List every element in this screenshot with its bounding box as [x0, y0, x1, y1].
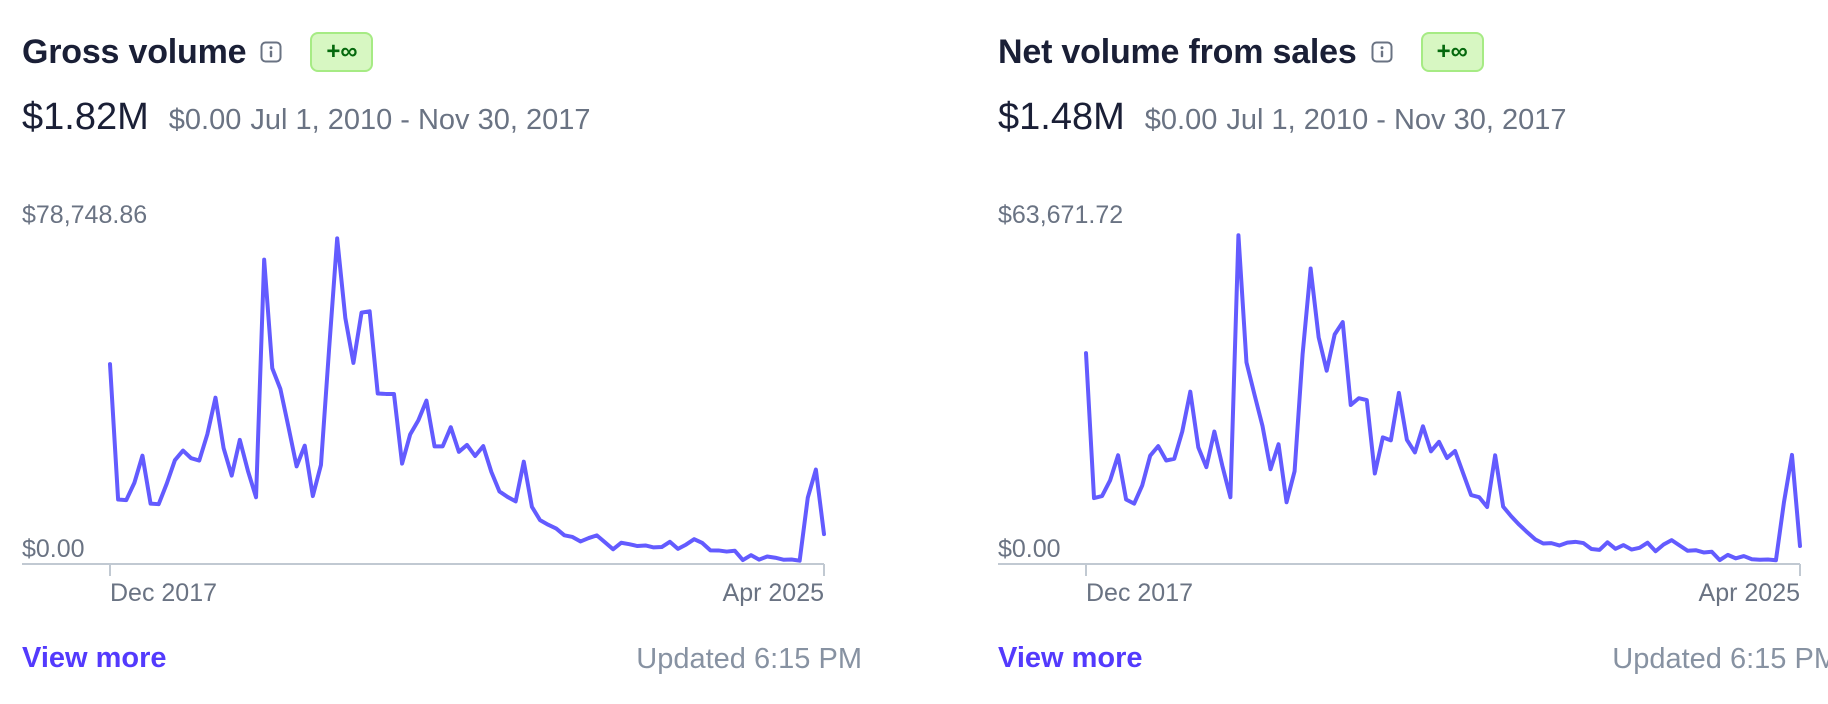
y-tick-label-min: $0.00 — [22, 535, 85, 563]
total-value: $1.48M — [998, 96, 1125, 138]
series-line[interactable] — [1084, 233, 1802, 563]
x-tick-label: Dec 2017 — [1086, 579, 1193, 607]
x-tick-label: Apr 2025 — [1699, 579, 1800, 607]
updated-timestamp: Updated 6:15 PM — [1612, 643, 1828, 675]
total-value: $1.82M — [22, 96, 149, 138]
info-icon[interactable] — [1371, 41, 1393, 63]
view-more-link[interactable]: View more — [22, 642, 167, 674]
y-tick-label-max: $78,748.86 — [22, 201, 147, 229]
change-badge: +∞ — [1420, 32, 1484, 72]
card-header: Net volume from sales +∞ — [998, 28, 1484, 76]
card-title[interactable]: Net volume from sales — [998, 32, 1357, 71]
x-tick-label: Dec 2017 — [110, 579, 217, 607]
view-more-link[interactable]: View more — [998, 642, 1143, 674]
net-volume-chart[interactable]: $0.00 $63,671.72 Dec 2017 Apr 2025 — [998, 190, 1828, 620]
gross-volume-chart[interactable]: $0.00 $78,748.86 Dec 2017 Apr 2025 — [22, 190, 862, 620]
info-icon[interactable] — [260, 41, 282, 63]
comparison-range: Jul 1, 2010 - Nov 30, 2017 — [250, 104, 591, 136]
comparison: $0.00 Jul 1, 2010 - Nov 30, 2017 — [169, 104, 591, 137]
comparison-value: $0.00 — [168, 104, 242, 136]
x-tick-label: Apr 2025 — [723, 579, 824, 607]
comparison-range: Jul 1, 2010 - Nov 30, 2017 — [1226, 104, 1567, 136]
card-header: Gross volume +∞ — [22, 28, 374, 76]
comparison-value: $0.00 — [1144, 104, 1218, 136]
comparison: $0.00 Jul 1, 2010 - Nov 30, 2017 — [1145, 104, 1567, 137]
summary-values: $1.48M $0.00 Jul 1, 2010 - Nov 30, 2017 — [998, 96, 1567, 139]
series-line[interactable] — [108, 236, 826, 563]
net-volume-card: Net volume from sales +∞ $1.48M $0.00 Jul… — [998, 0, 1828, 704]
summary-values: $1.82M $0.00 Jul 1, 2010 - Nov 30, 2017 — [22, 96, 591, 139]
y-tick-label-min: $0.00 — [998, 535, 1061, 563]
y-tick-label-max: $63,671.72 — [998, 201, 1123, 229]
updated-timestamp: Updated 6:15 PM — [636, 643, 862, 675]
change-badge: +∞ — [310, 32, 374, 72]
card-title[interactable]: Gross volume — [22, 32, 247, 71]
gross-volume-card: Gross volume +∞ $1.82M $0.00 Jul 1, 2010 … — [22, 0, 862, 704]
